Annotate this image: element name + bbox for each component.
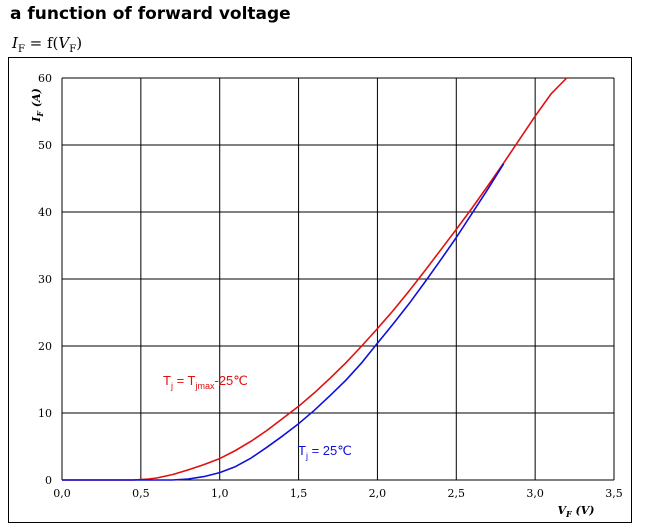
series-line-tjmax (62, 77, 568, 481)
grid (61, 77, 615, 481)
y-tick-label: 60 (38, 72, 52, 85)
x-tick-label: 0,0 (53, 487, 71, 500)
series-lines (62, 77, 568, 481)
y-tick-label: 50 (38, 139, 52, 152)
y-axis-label: IF (A) (30, 88, 45, 123)
tick-labels: 0,0 0,5 1,0 1,5 2,0 2,5 3,0 3,5 0 10 20 30 40 50 60 (38, 72, 623, 500)
y-tick-label: 10 (38, 407, 52, 420)
y-tick-label: 40 (38, 206, 52, 219)
chart-frame (8, 57, 632, 523)
x-tick-label: 1,0 (211, 487, 229, 500)
x-tick-label: 1,5 (290, 487, 308, 500)
x-tick-label: 2,0 (369, 487, 387, 500)
x-tick-label: 3,0 (526, 487, 544, 500)
y-tick-label: 0 (45, 474, 52, 487)
chart-title: a function of forward voltage (10, 4, 291, 24)
annotation-cold: Tj = 25℃ (298, 443, 352, 461)
x-tick-label: 2,5 (448, 487, 466, 500)
chart-formula: IF = f(VF) (12, 34, 83, 55)
annotation-hot: Tj = Tjmax-25℃ (163, 373, 248, 391)
x-tick-label: 0,5 (132, 487, 150, 500)
x-axis-label: VF (V) (557, 504, 594, 519)
x-tick-label: 3,5 (605, 487, 623, 500)
y-tick-label: 30 (38, 273, 52, 286)
series-line-25c (62, 163, 505, 481)
y-tick-label: 20 (38, 340, 52, 353)
